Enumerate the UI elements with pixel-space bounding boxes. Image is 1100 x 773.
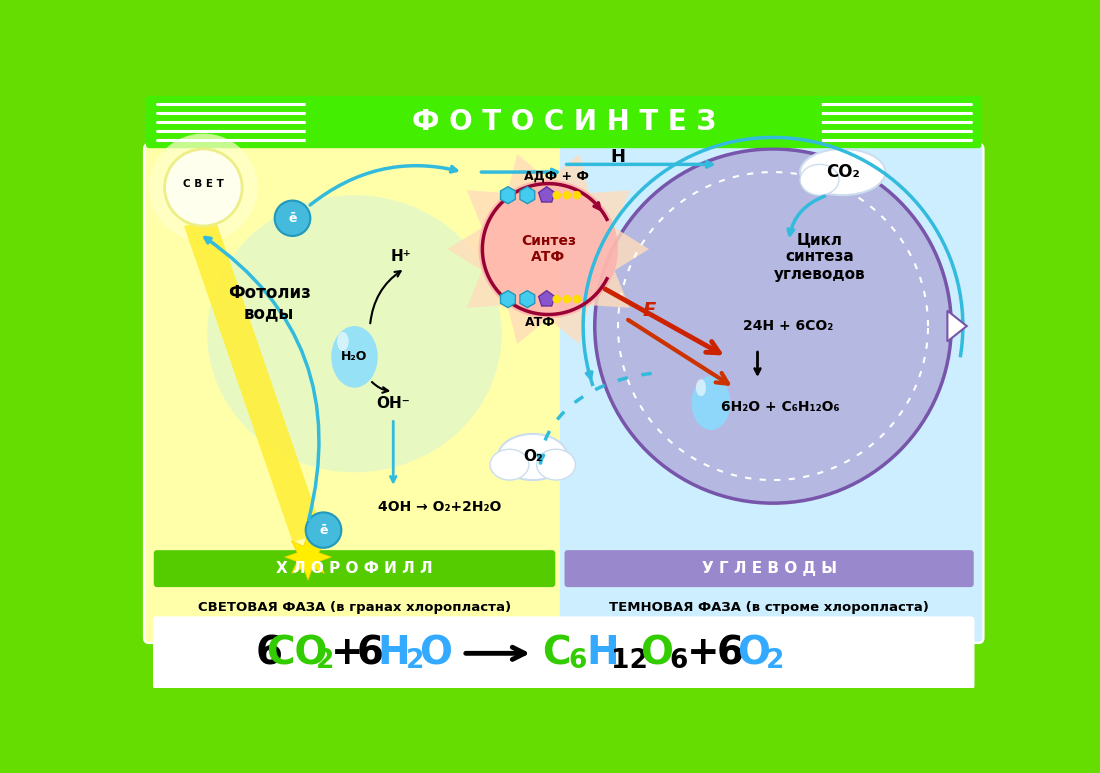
Text: С В Е Т: С В Е Т — [183, 179, 223, 189]
Text: У Г Л Е В О Д Ы: У Г Л Е В О Д Ы — [702, 561, 837, 576]
Text: 6: 6 — [717, 635, 744, 673]
Circle shape — [552, 191, 561, 199]
Text: Х Л О Р О Ф И Л Л: Х Л О Р О Ф И Л Л — [276, 561, 432, 576]
Text: АДФ + Ф: АДФ + Ф — [524, 169, 589, 182]
Ellipse shape — [331, 326, 377, 388]
Text: O: O — [737, 635, 770, 673]
Text: +: + — [686, 635, 719, 673]
Circle shape — [595, 149, 952, 503]
Text: O: O — [419, 635, 452, 673]
Circle shape — [306, 512, 341, 548]
Ellipse shape — [491, 449, 529, 480]
Circle shape — [562, 295, 571, 303]
Text: АТФ: АТФ — [525, 315, 556, 329]
Circle shape — [573, 295, 581, 303]
Text: 6: 6 — [669, 648, 688, 674]
Polygon shape — [947, 311, 967, 342]
Text: Фотолиз
воды: Фотолиз воды — [228, 284, 310, 322]
Ellipse shape — [800, 165, 839, 195]
FancyBboxPatch shape — [306, 97, 822, 148]
Text: CO₂: CO₂ — [826, 163, 859, 181]
Text: 2: 2 — [316, 648, 334, 674]
Circle shape — [562, 191, 571, 199]
Ellipse shape — [498, 434, 568, 480]
Ellipse shape — [337, 332, 349, 351]
Text: Цикл
синтеза
углеводов: Цикл синтеза углеводов — [773, 232, 866, 281]
Text: +: + — [330, 635, 363, 673]
Text: 6: 6 — [569, 648, 587, 674]
Text: H: H — [377, 635, 409, 673]
Text: Синтез
АТФ: Синтез АТФ — [520, 234, 575, 264]
Text: O₂: O₂ — [522, 449, 542, 465]
Text: H: H — [586, 635, 619, 673]
Text: 24H + 6CO₂: 24H + 6CO₂ — [744, 319, 834, 333]
Circle shape — [478, 180, 618, 318]
Circle shape — [573, 191, 581, 199]
Text: H₂O: H₂O — [341, 350, 367, 363]
Text: СВЕТОВАЯ ФАЗА (в гранах хлоропласта): СВЕТОВАЯ ФАЗА (в гранах хлоропласта) — [198, 601, 512, 614]
Text: OH⁻: OH⁻ — [376, 396, 410, 410]
Ellipse shape — [692, 376, 730, 430]
Text: 12: 12 — [612, 648, 648, 674]
Text: H: H — [610, 148, 626, 165]
Circle shape — [165, 149, 242, 226]
FancyBboxPatch shape — [146, 96, 981, 148]
Text: 4OH → O₂+2H₂O: 4OH → O₂+2H₂O — [378, 500, 502, 514]
Text: C: C — [541, 635, 570, 673]
Text: 6: 6 — [255, 635, 283, 673]
Text: ē: ē — [319, 523, 328, 536]
Ellipse shape — [800, 149, 886, 195]
Circle shape — [150, 134, 257, 241]
Ellipse shape — [537, 449, 575, 480]
Polygon shape — [184, 218, 323, 542]
FancyBboxPatch shape — [154, 550, 556, 587]
FancyBboxPatch shape — [145, 145, 568, 642]
Text: 6H₂O + C₆H₁₂O₆: 6H₂O + C₆H₁₂O₆ — [722, 400, 840, 414]
Text: Ф О Т О С И Н Т Е З: Ф О Т О С И Н Т Е З — [411, 108, 716, 136]
Ellipse shape — [207, 195, 502, 472]
Circle shape — [552, 295, 561, 303]
Ellipse shape — [696, 380, 706, 396]
Polygon shape — [448, 154, 649, 344]
Text: ē: ē — [288, 212, 297, 225]
Text: 2: 2 — [766, 648, 784, 674]
Text: E: E — [642, 301, 656, 320]
Text: CO: CO — [265, 635, 327, 673]
FancyBboxPatch shape — [560, 145, 982, 642]
Text: O: O — [640, 635, 673, 673]
FancyBboxPatch shape — [153, 616, 975, 690]
FancyBboxPatch shape — [143, 143, 984, 644]
Circle shape — [275, 200, 310, 236]
Text: 2: 2 — [406, 648, 425, 674]
Polygon shape — [285, 534, 331, 581]
Text: H⁺: H⁺ — [390, 249, 411, 264]
Text: ТЕМНОВАЯ ФАЗА (в строме хлоропласта): ТЕМНОВАЯ ФАЗА (в строме хлоропласта) — [609, 601, 930, 614]
FancyBboxPatch shape — [564, 550, 974, 587]
Text: 6: 6 — [356, 635, 384, 673]
